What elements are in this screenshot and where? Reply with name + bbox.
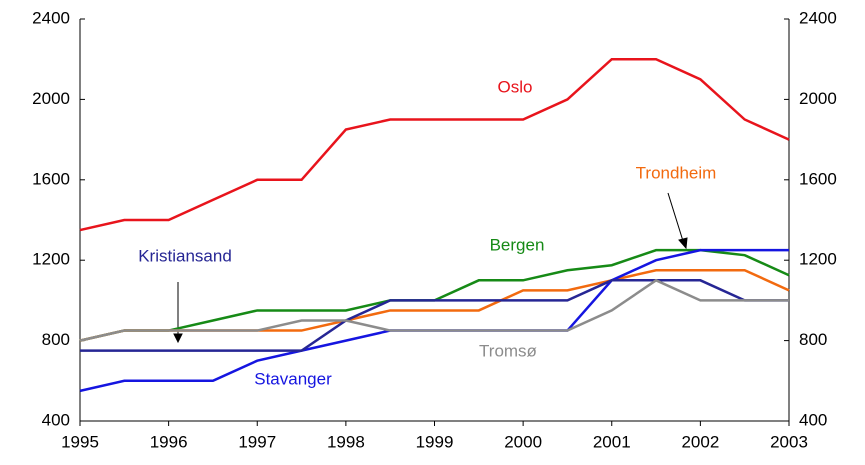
x-tick-label: 1998 (327, 432, 365, 451)
series-line (79, 278, 789, 342)
x-tick-label: 1995 (61, 432, 99, 451)
arrowhead (678, 237, 688, 250)
x-tick-label: 1996 (150, 432, 188, 451)
y-tick-label: 2400 (32, 8, 70, 27)
arrows (173, 192, 688, 344)
y2-tick-label: 2400 (799, 8, 837, 27)
y-tick-label: 1600 (32, 169, 70, 188)
series-label: Oslo (498, 77, 533, 96)
series-label: Kristiansand (138, 246, 232, 265)
y-tick-label: 800 (42, 330, 70, 349)
x-tick-label: 2003 (770, 432, 808, 451)
y-tick-label: 2000 (32, 89, 70, 108)
series-label: Stavanger (254, 369, 332, 388)
x-tick-label: 1999 (416, 432, 454, 451)
y2-tick-label: 2000 (799, 89, 837, 108)
series-label: Trondheim (636, 163, 717, 182)
y2-tick-label: 800 (799, 330, 827, 349)
x-tick-label: 2000 (504, 432, 542, 451)
y2-tick-label: 1200 (799, 250, 837, 269)
x-tick-label: 1997 (238, 432, 276, 451)
x-tick-label: 2001 (593, 432, 631, 451)
trondheim-arrow (667, 192, 684, 242)
series-line (80, 279, 789, 352)
y-tick-label: 400 (42, 410, 70, 429)
y2-tick-label: 400 (799, 410, 827, 429)
y2-tick-label: 1600 (799, 169, 837, 188)
y-tick-label: 1200 (32, 250, 70, 269)
arrowhead (173, 333, 183, 344)
series-line (79, 57, 790, 232)
series-label: Bergen (490, 235, 545, 254)
series-label: Tromsø (479, 341, 537, 360)
x-tick-label: 2002 (681, 432, 719, 451)
